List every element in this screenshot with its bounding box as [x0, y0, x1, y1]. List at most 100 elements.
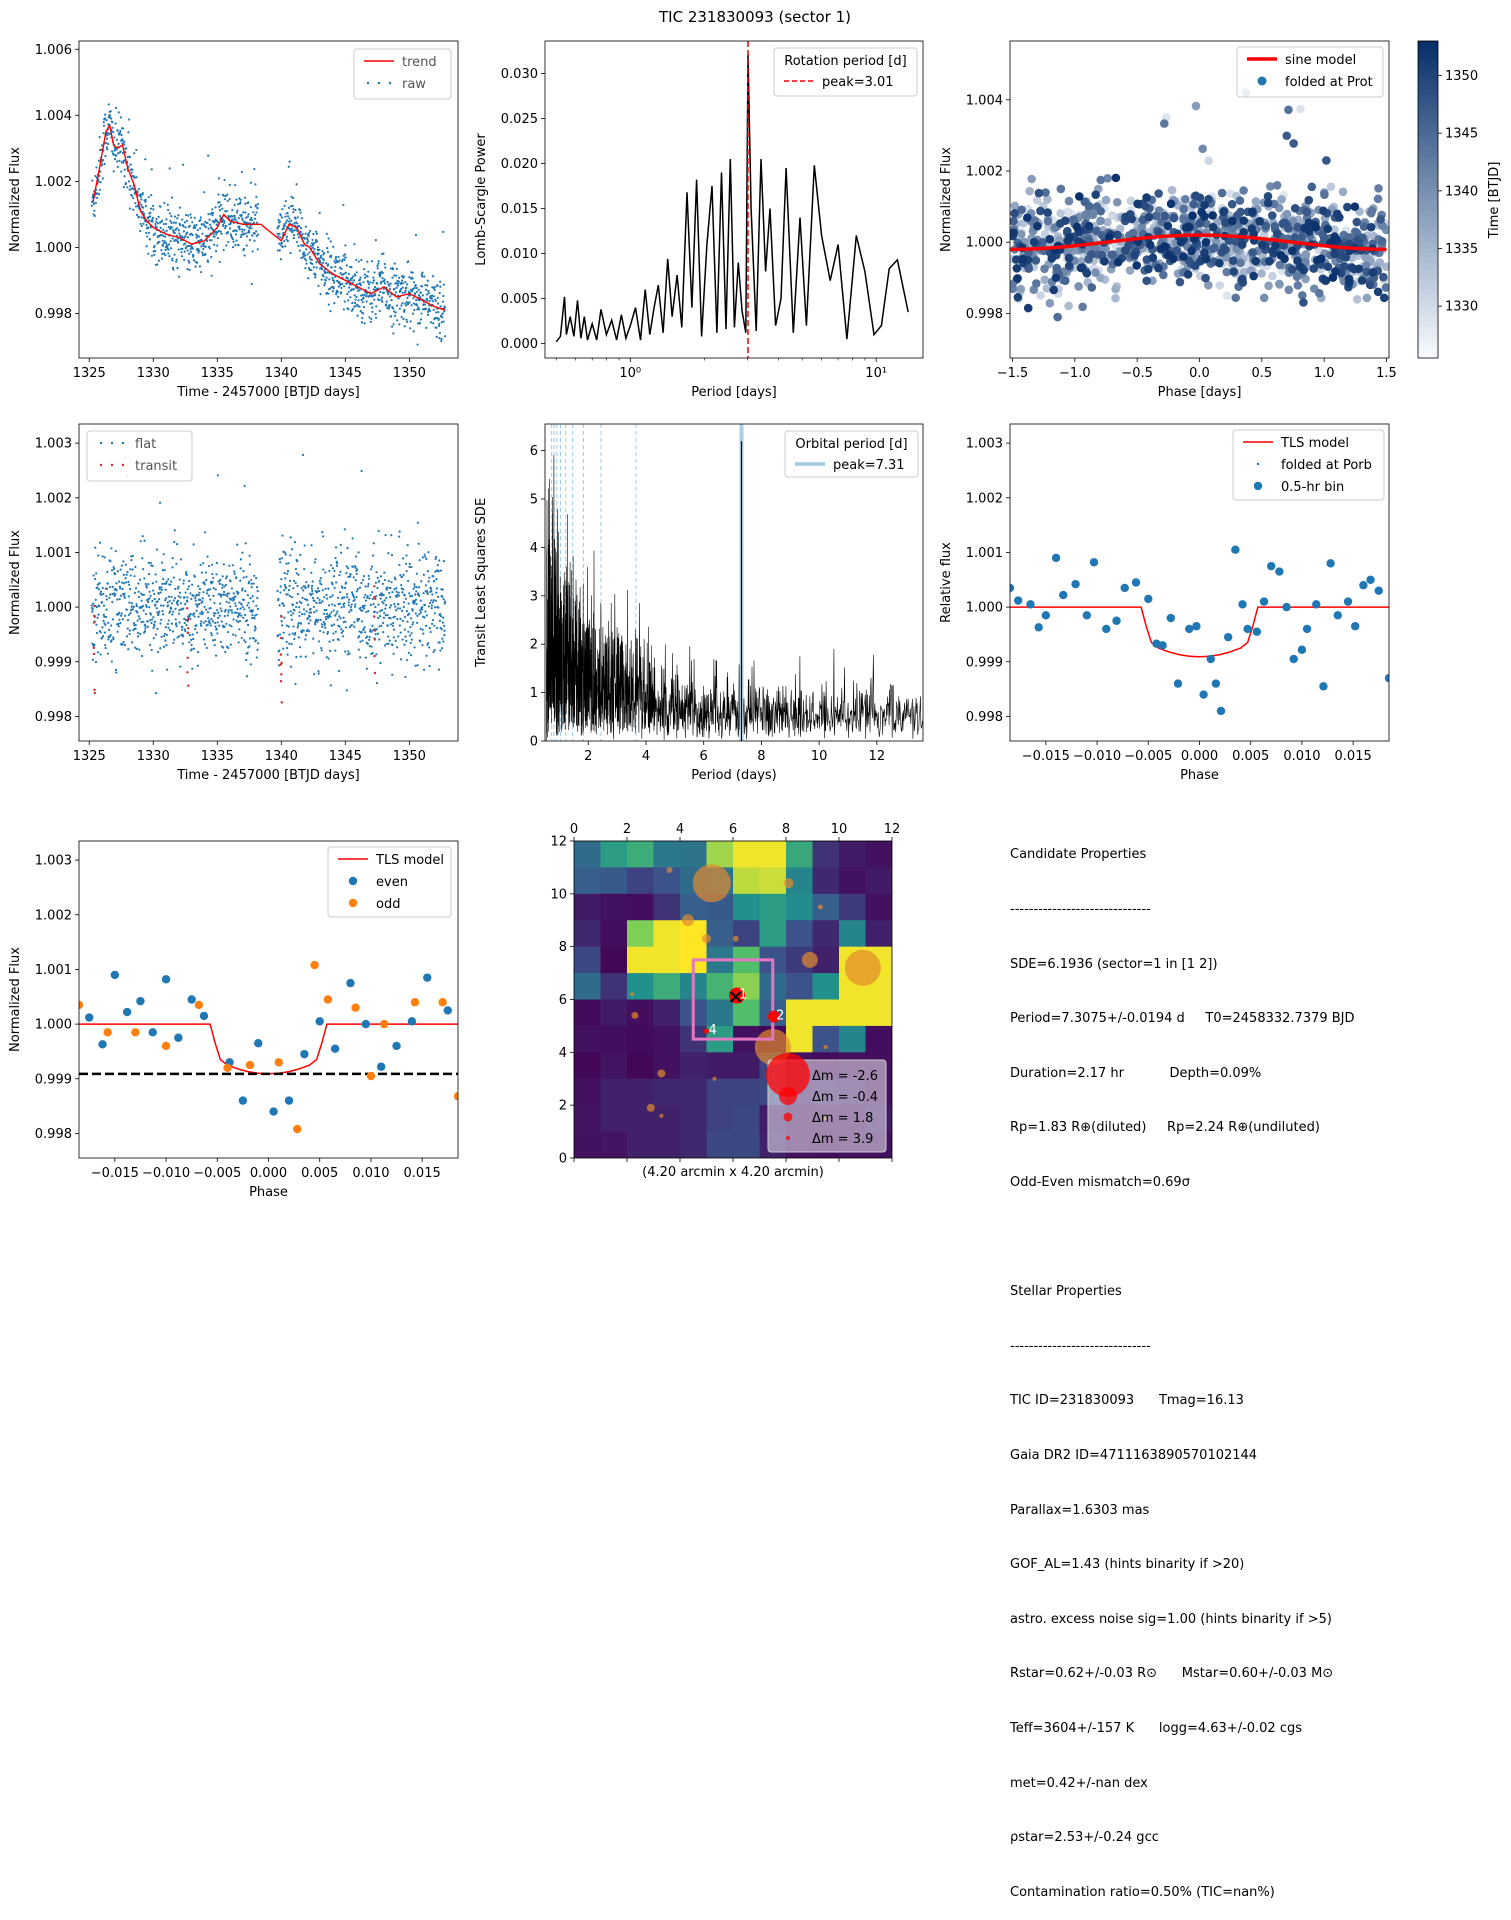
flat-point — [327, 657, 330, 660]
flat-point — [346, 596, 349, 599]
raw-point — [227, 215, 231, 218]
raw-point — [149, 211, 152, 214]
flat-point — [234, 602, 237, 605]
flat-point — [425, 624, 428, 627]
flat-point — [386, 586, 389, 589]
flat-point — [91, 610, 94, 613]
flat-point — [348, 598, 351, 601]
raw-point — [174, 221, 178, 224]
pixel-cell — [653, 973, 681, 1000]
folded-point — [1368, 267, 1378, 277]
folded-point — [1013, 293, 1023, 302]
flat-point — [286, 572, 289, 575]
raw-point — [112, 170, 115, 173]
raw-point — [244, 202, 247, 205]
flat-point — [221, 586, 224, 589]
raw-point — [102, 124, 106, 127]
pixel-cell — [786, 999, 813, 1027]
flat-point — [93, 643, 96, 647]
raw-point — [253, 217, 257, 220]
even-point — [136, 996, 145, 1006]
flat-point — [110, 639, 113, 642]
flat-point — [400, 584, 403, 587]
folded-point — [1010, 228, 1018, 238]
transit-point — [187, 684, 190, 687]
flat-point — [153, 592, 156, 596]
raw-point — [336, 280, 339, 283]
odd-point — [438, 998, 447, 1007]
folded-point — [1359, 222, 1369, 231]
flat-point — [336, 610, 339, 613]
folded-point — [1341, 253, 1351, 262]
flat-point — [162, 553, 165, 556]
pixel-cell — [680, 1105, 707, 1133]
flat-point — [353, 598, 356, 602]
flat-point — [431, 622, 434, 626]
folded-point — [1133, 199, 1142, 209]
flat-point — [410, 632, 413, 635]
transit-point — [186, 627, 190, 630]
flat-point — [301, 596, 304, 599]
flat-point — [386, 635, 390, 638]
flat-point — [336, 618, 339, 621]
raw-point — [395, 274, 398, 277]
raw-point — [96, 196, 99, 200]
bin-point — [1059, 590, 1068, 600]
even-point — [376, 1062, 386, 1071]
folded-point — [1259, 293, 1269, 303]
y-tick-label: 1.001 — [35, 546, 72, 561]
flat-point — [139, 632, 142, 636]
raw-point — [390, 298, 393, 302]
raw-point — [334, 261, 337, 264]
neighbor-star — [817, 904, 823, 910]
flat-point — [411, 609, 414, 612]
x-tick-label: 1335 — [201, 366, 234, 381]
flat-point — [209, 624, 212, 627]
flat-point — [357, 617, 361, 621]
flat-point — [298, 646, 302, 649]
raw-point — [363, 322, 366, 325]
raw-point — [105, 137, 109, 140]
flat-point — [134, 646, 137, 649]
raw-point — [327, 237, 330, 240]
y-tick-label: 0.998 — [966, 710, 1003, 725]
raw-point — [296, 216, 299, 219]
colorbar-cell — [1418, 220, 1438, 227]
flat-point — [176, 603, 179, 606]
flat-point — [130, 559, 133, 562]
raw-point — [152, 204, 155, 208]
flat-point — [138, 617, 141, 620]
pixel-cell — [839, 867, 866, 895]
flat-point — [348, 626, 351, 629]
flat-point — [217, 616, 220, 620]
raw-point — [408, 276, 411, 279]
x-tick-label: 1.5 — [1376, 366, 1397, 381]
legend-entry: TLS model — [375, 853, 444, 868]
stellar-line: Gaia DR2 ID=4711163890570102144 — [1010, 1447, 1258, 1463]
flat-point — [349, 573, 352, 576]
flat-point — [319, 577, 322, 580]
bin-point — [1173, 679, 1183, 688]
folded-point — [1381, 283, 1389, 292]
flat-point — [401, 609, 404, 612]
folded-point — [1307, 182, 1317, 192]
pixel-cell — [865, 893, 892, 921]
flat-point — [154, 603, 157, 606]
flat-point — [322, 631, 325, 634]
flat-point — [430, 604, 433, 607]
raw-point — [170, 226, 173, 229]
flat-point — [155, 548, 159, 551]
flat-point — [375, 571, 378, 574]
flat-point — [202, 562, 205, 565]
x-tick-label: 10⁰ — [619, 366, 641, 381]
raw-point — [204, 245, 207, 248]
raw-point — [112, 153, 116, 156]
flat-point — [380, 624, 383, 627]
candidate-line: Candidate Properties — [1010, 847, 1147, 863]
flat-point — [148, 590, 151, 593]
flat-point — [402, 588, 405, 591]
folded-point — [1183, 270, 1193, 279]
x-axis-label: Time - 2457000 [BTJD days] — [176, 768, 359, 783]
folded-point — [1086, 249, 1096, 259]
